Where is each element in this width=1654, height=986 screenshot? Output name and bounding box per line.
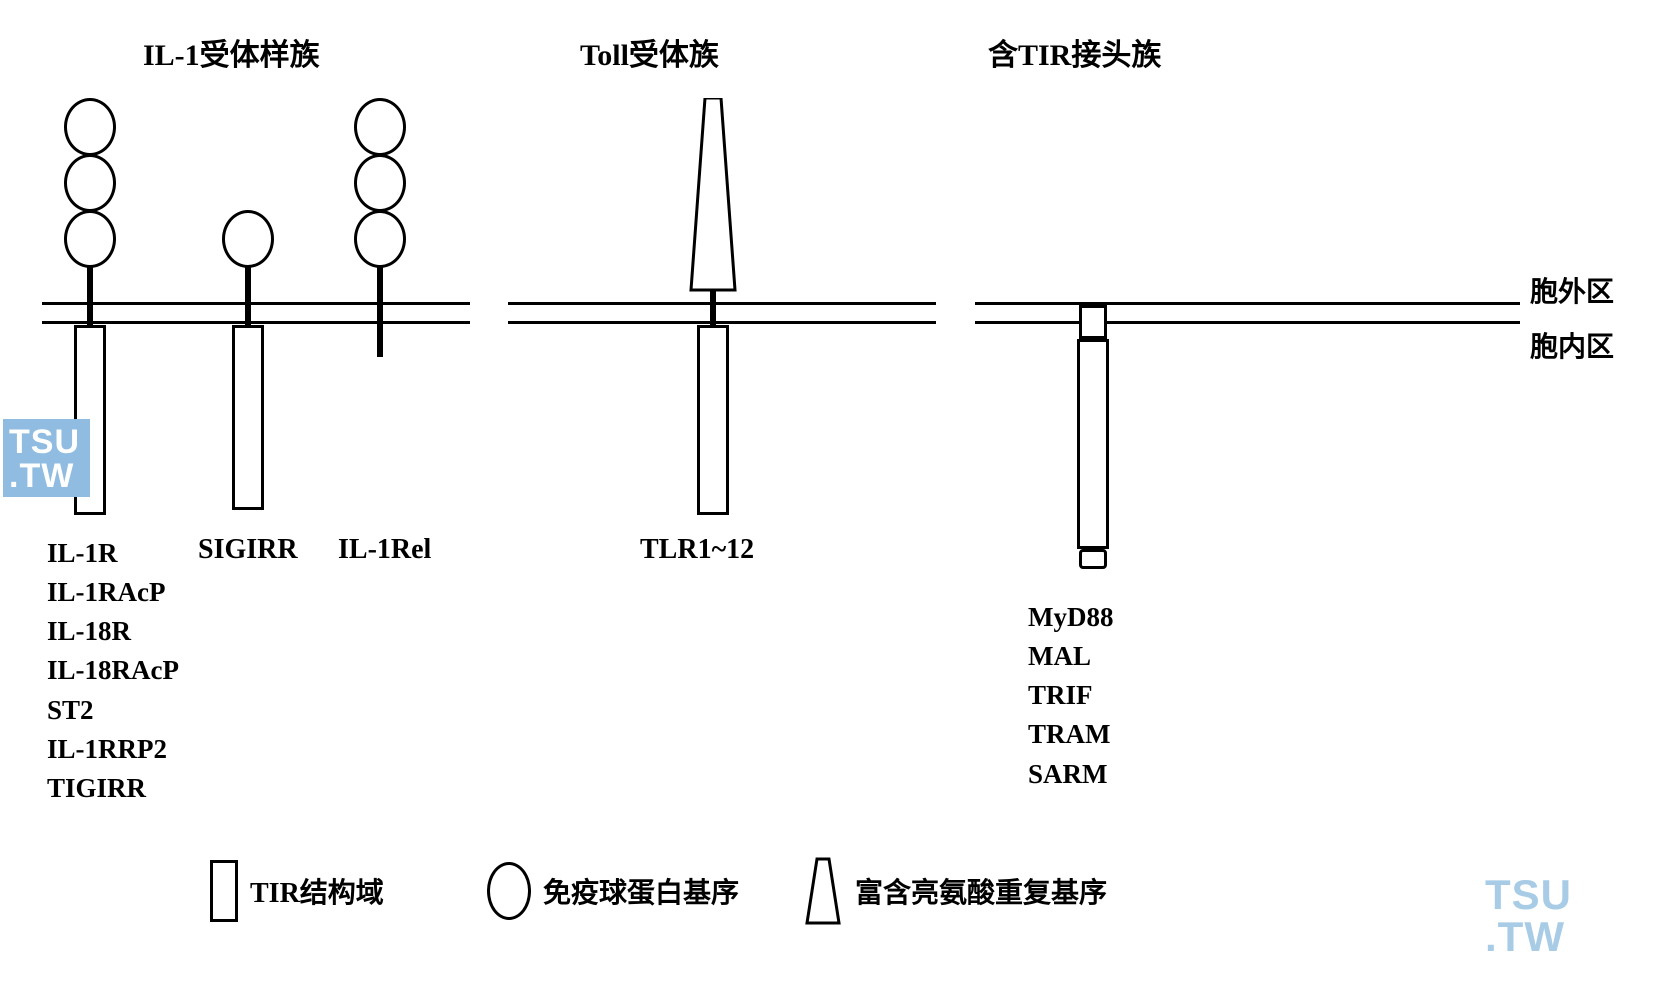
adapter-protein-list: MyD88 MAL TRIF TRAM SARM <box>1028 598 1113 794</box>
legend-ig-label: 免疫球蛋白基序 <box>543 871 739 911</box>
adapter-bottom-rect <box>1079 549 1107 569</box>
il1rel-ig3 <box>354 210 406 268</box>
list-item: IL-1RRP2 <box>47 730 179 769</box>
list-item: SARM <box>1028 755 1113 794</box>
il1r-protein-list: IL-1R IL-1RAcP IL-18R IL-18RAcP ST2 IL-1… <box>47 534 179 808</box>
wm-left-line1: TSU <box>9 425 80 459</box>
list-item: MyD88 <box>1028 598 1113 637</box>
membrane-seg2-bot <box>508 321 936 324</box>
il1rel-label: IL-1Rel <box>338 534 431 566</box>
membrane-seg1-bot <box>42 321 470 324</box>
list-item: IL-18R <box>47 612 179 651</box>
label-intracellular: 胞内区 <box>1530 325 1614 365</box>
legend-tir-label: TIR结构域 <box>250 871 384 911</box>
header-toll: Toll受体族 <box>580 30 719 74</box>
wm-right-line1: TSU <box>1485 874 1572 916</box>
legend-lrr-label: 富含亮氨酸重复基序 <box>855 871 1107 911</box>
legend-lrr-icon <box>803 857 843 925</box>
list-item: IL-1RAcP <box>47 573 179 612</box>
header-il1: IL-1受体样族 <box>143 30 320 74</box>
list-item: MAL <box>1028 637 1113 676</box>
sigirr-label: SIGIRR <box>198 534 298 566</box>
list-item: IL-18RAcP <box>47 651 179 690</box>
watermark-right: TSU .TW <box>1485 874 1572 958</box>
watermark-left: TSU .TW <box>3 419 90 497</box>
il1rel-ig2 <box>354 154 406 212</box>
il1r-ig2 <box>64 154 116 212</box>
wm-right-line2: .TW <box>1485 916 1572 958</box>
il1r-ig1 <box>64 98 116 156</box>
membrane-seg2-top <box>508 302 936 305</box>
tlr-label: TLR1~12 <box>640 534 754 566</box>
legend-lrr: 富含亮氨酸重复基序 <box>803 857 1107 925</box>
wm-left-line2: .TW <box>9 459 80 493</box>
list-item: TRIF <box>1028 676 1113 715</box>
legend-ig: 免疫球蛋白基序 <box>487 862 739 920</box>
il1rel-tm <box>377 267 383 357</box>
membrane-seg3-bot <box>975 321 1520 324</box>
list-item: ST2 <box>47 691 179 730</box>
il1r-ig3 <box>64 210 116 268</box>
legend-ig-icon <box>487 862 531 920</box>
legend-tir: TIR结构域 <box>210 860 384 922</box>
list-item: IL-1R <box>47 534 179 573</box>
membrane-seg3-top <box>975 302 1520 305</box>
label-extracellular: 胞外区 <box>1530 270 1614 310</box>
list-item: TRAM <box>1028 715 1113 754</box>
adapter-tir <box>1077 339 1109 549</box>
membrane-seg1-top <box>42 302 470 305</box>
tlr-tir <box>697 325 729 515</box>
tlr-lrr <box>688 98 738 293</box>
legend-tir-icon <box>210 860 238 922</box>
diagram-canvas: IL-1受体样族 Toll受体族 含TIR接头族 胞外区 胞内区 IL-1R I… <box>0 0 1654 986</box>
il1rel-ig1 <box>354 98 406 156</box>
sigirr-tir <box>232 325 264 510</box>
sigirr-ig1 <box>222 210 274 268</box>
adapter-top-rect <box>1079 305 1107 339</box>
list-item: TIGIRR <box>47 769 179 808</box>
header-tir: 含TIR接头族 <box>988 30 1161 74</box>
